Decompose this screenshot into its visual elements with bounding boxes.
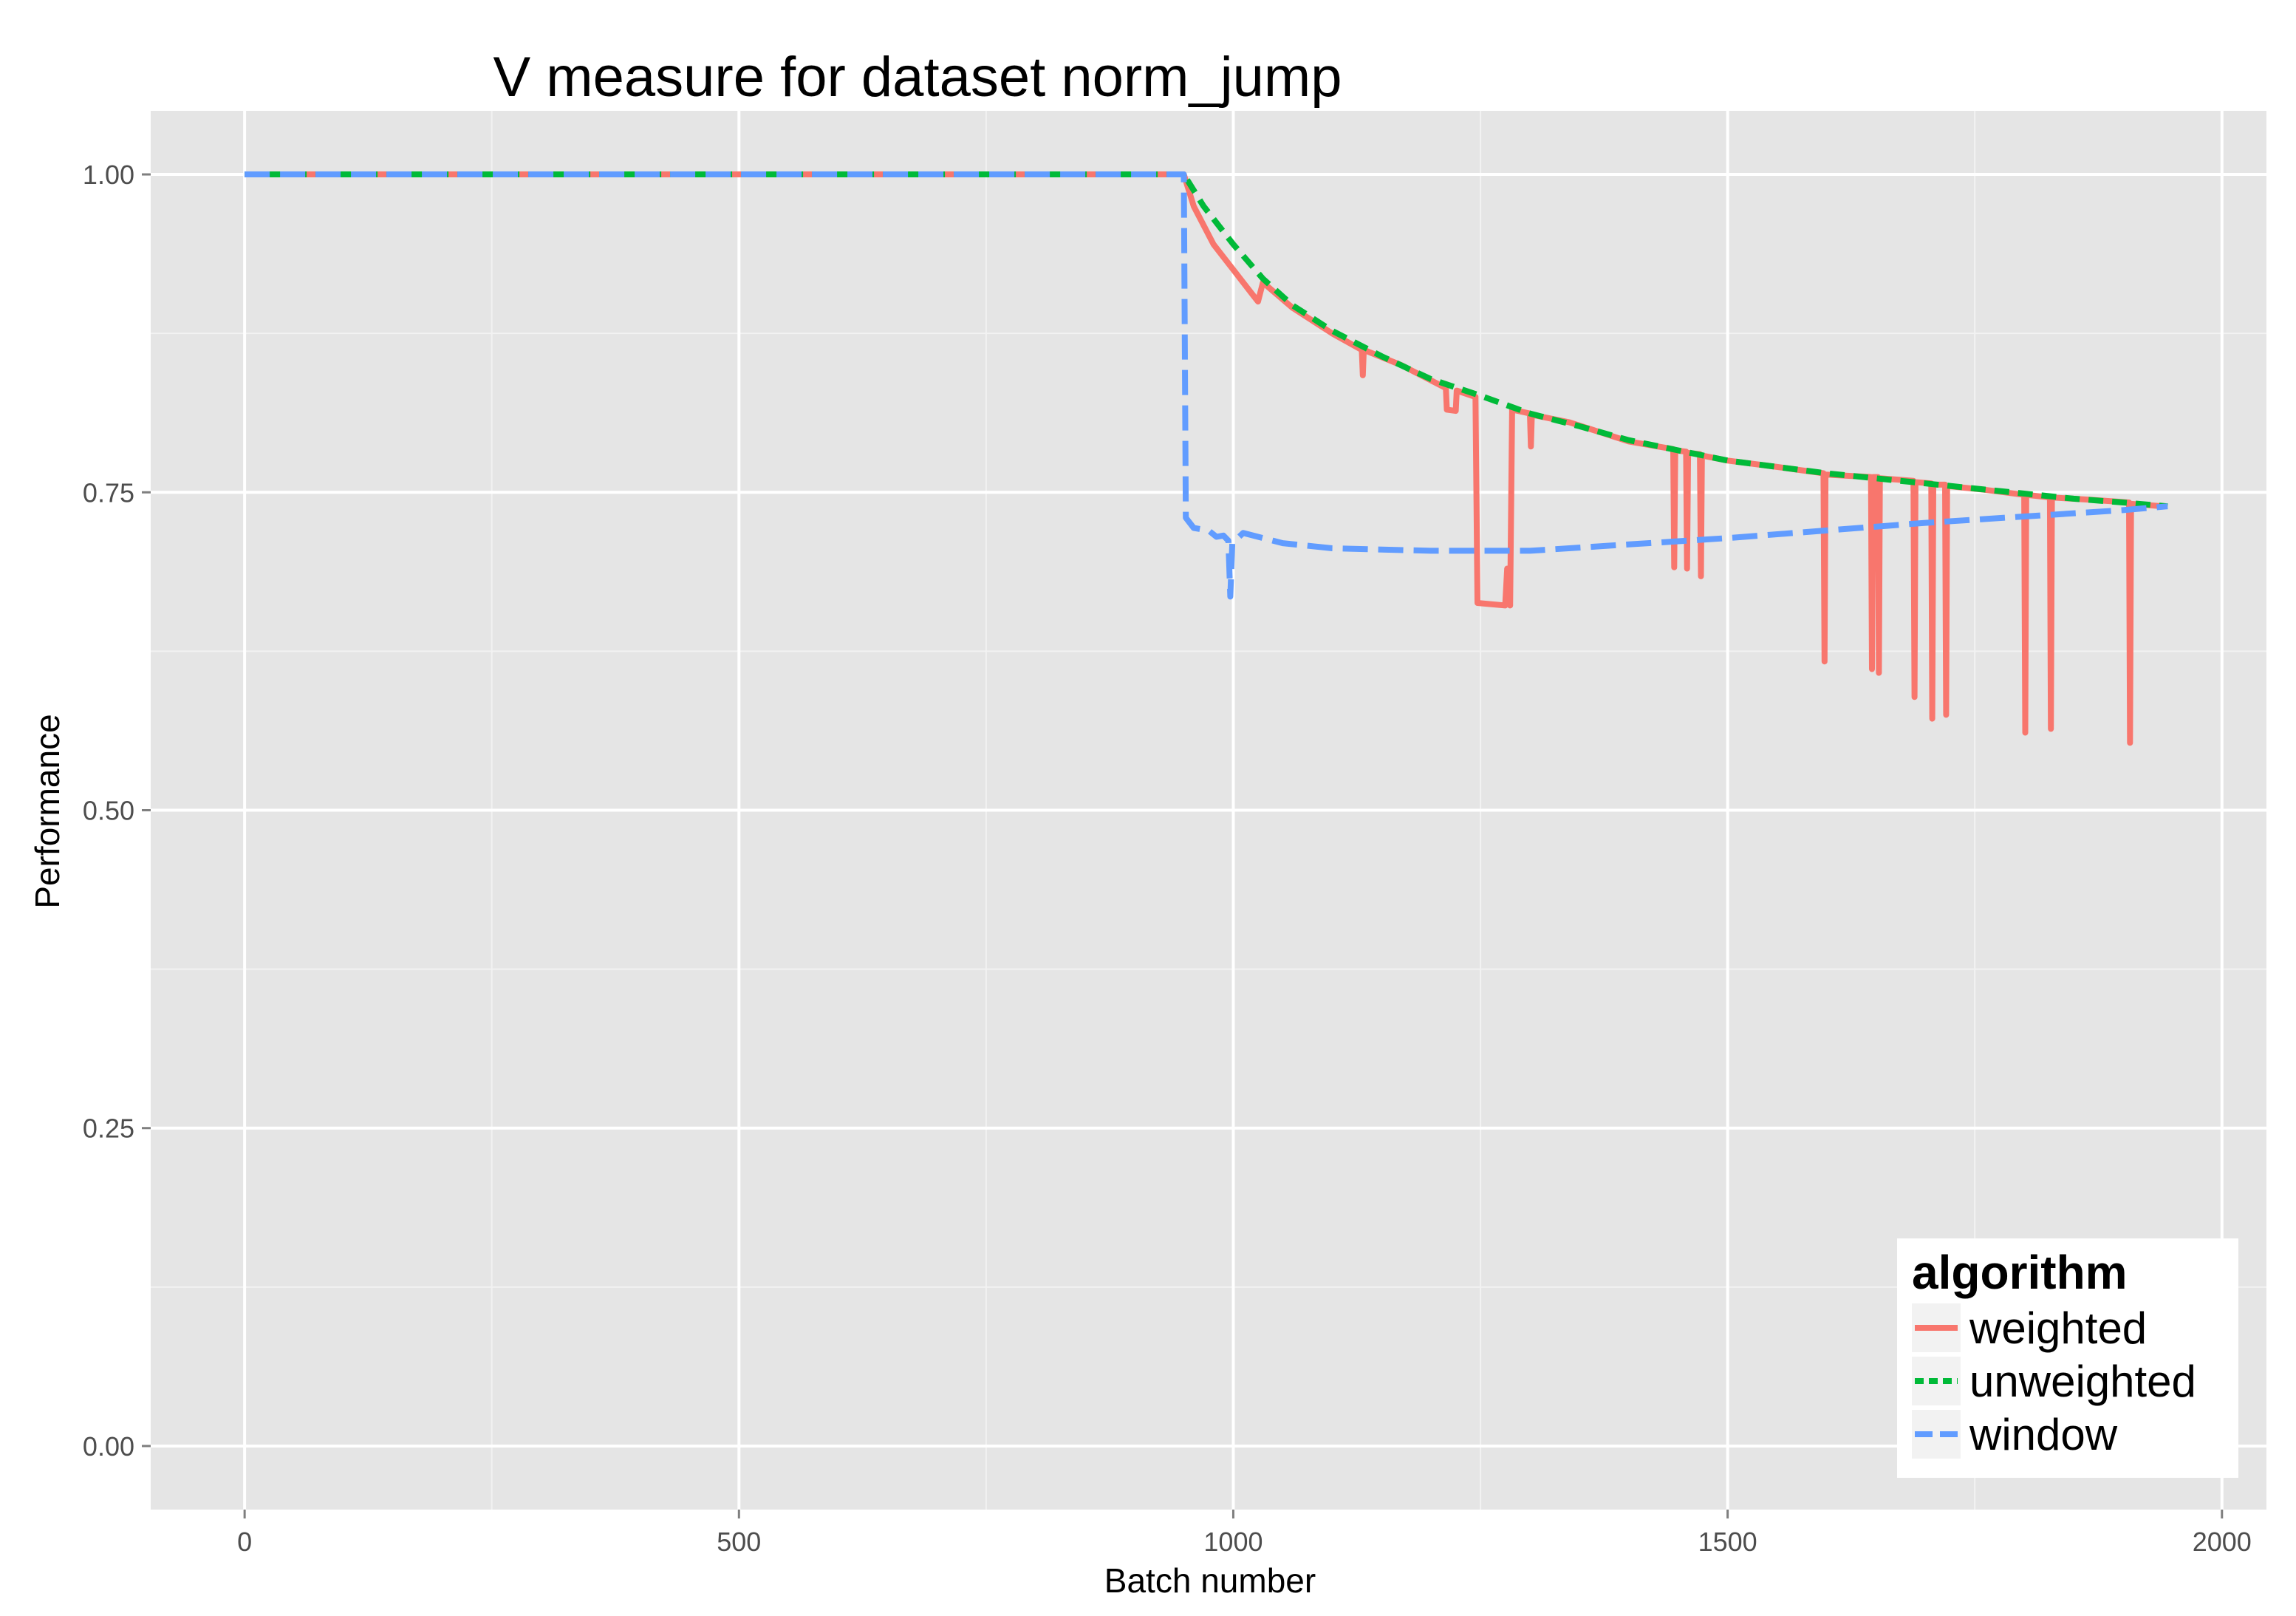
- x-axis-label: Batch number: [1104, 1561, 1316, 1600]
- y-tick-label: 0.25: [83, 1114, 134, 1144]
- x-tick-label: 1500: [1698, 1527, 1757, 1557]
- legend-label-weighted: weighted: [1969, 1303, 2147, 1353]
- y-tick-label: 1.00: [83, 160, 134, 190]
- series-line-window: [245, 171, 2168, 600]
- x-axis-ticks: 0 500 1000 1500 2000: [237, 1510, 2252, 1557]
- x-tick-label: 0: [237, 1527, 252, 1557]
- legend-label-window: window: [1969, 1410, 2118, 1459]
- x-tick-label: 1000: [1203, 1527, 1263, 1557]
- y-axis-label: Performance: [28, 714, 66, 908]
- x-tick-label: 500: [717, 1527, 761, 1557]
- y-tick-label: 0.00: [83, 1431, 134, 1462]
- legend-label-unweighted: unweighted: [1969, 1357, 2196, 1406]
- y-tick-label: 0.75: [83, 477, 134, 508]
- y-tick-label: 0.50: [83, 796, 134, 826]
- y-axis-ticks: 0.00 0.25 0.50 0.75 1.00: [83, 160, 151, 1462]
- chart-title: V measure for dataset norm_jump: [493, 46, 1342, 109]
- x-tick-label: 2000: [2193, 1527, 2252, 1557]
- series-layer: [245, 171, 2168, 746]
- series-line-unweighted: [245, 171, 2168, 510]
- legend-title: algorithm: [1912, 1246, 2128, 1299]
